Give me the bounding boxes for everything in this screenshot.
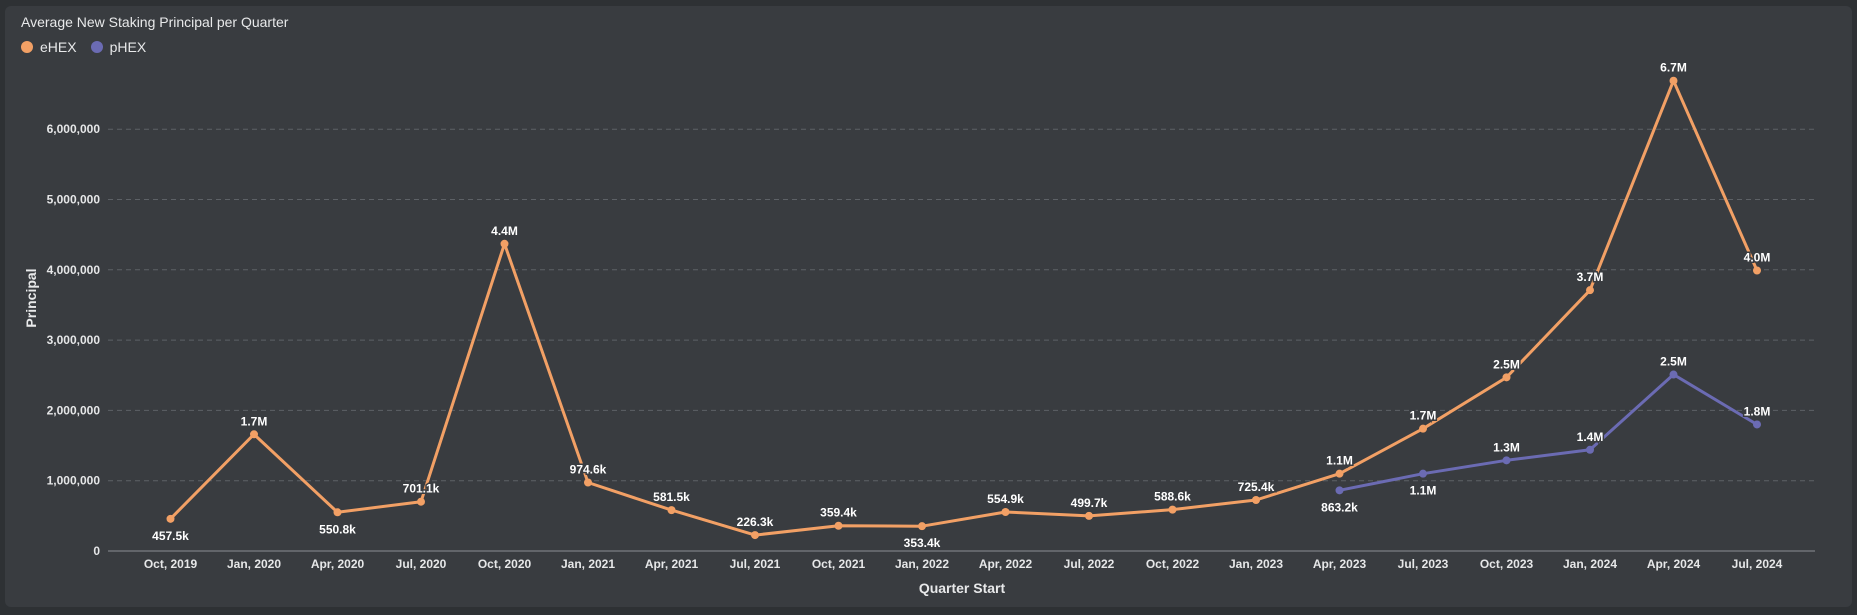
data-point-ehex[interactable] <box>250 430 258 439</box>
data-point-ehex[interactable] <box>333 508 342 517</box>
data-point-ehex[interactable] <box>500 239 509 248</box>
y-tick-label: 2,000,000 <box>47 403 101 417</box>
data-point-phex[interactable] <box>1586 445 1594 454</box>
data-point-ehex[interactable] <box>667 506 676 515</box>
data-point-ehex[interactable] <box>584 478 592 487</box>
data-label-ehex: 4.4M <box>491 224 518 238</box>
legend-swatch-ehex <box>21 41 33 53</box>
series-group <box>166 76 1761 540</box>
data-point-ehex[interactable] <box>918 522 926 531</box>
x-axis-title: Quarter Start <box>919 580 1006 596</box>
x-axis-ticks: Oct, 2019 Jan, 2020 Apr, 2020 Jul, 2020 Oct,… <box>144 557 1783 571</box>
data-point-ehex[interactable] <box>751 531 759 540</box>
data-label-ehex: 499.7k <box>1071 496 1108 510</box>
data-point-phex[interactable] <box>1335 486 1344 495</box>
legend-item-ehex[interactable]: eHEX <box>21 39 77 55</box>
x-tick-label: Jul, 2020 <box>396 557 447 571</box>
x-tick-label: Apr, 2024 <box>1647 557 1701 571</box>
data-label-ehex: 554.9k <box>987 492 1024 506</box>
y-tick-label: 5,000,000 <box>47 193 101 207</box>
y-axis-ticks: 0 1,000,000 2,000,000 3,000,000 4,000,000 5,0… <box>47 122 101 558</box>
data-point-ehex[interactable] <box>1586 286 1594 295</box>
data-point-ehex[interactable] <box>1669 76 1678 85</box>
data-label-ehex: 226.3k <box>737 515 774 529</box>
data-label-phex: 1.1M <box>1410 484 1437 498</box>
x-tick-label: Apr, 2020 <box>311 557 365 571</box>
data-label-ehex: 581.5k <box>653 490 690 504</box>
data-point-phex[interactable] <box>1669 370 1678 379</box>
data-label-ehex: 725.4k <box>1238 480 1275 494</box>
data-point-phex[interactable] <box>1753 420 1761 429</box>
x-tick-label: Jul, 2024 <box>1732 557 1783 571</box>
data-label-ehex: 353.4k <box>904 536 941 550</box>
data-point-ehex[interactable] <box>1335 469 1344 478</box>
data-label-ehex: 550.8k <box>319 522 356 536</box>
data-point-ehex[interactable] <box>1252 496 1260 505</box>
x-tick-label: Oct, 2023 <box>1480 557 1534 571</box>
data-label-ehex: 359.4k <box>820 506 857 520</box>
x-tick-label: Jul, 2023 <box>1398 557 1449 571</box>
legend-label-phex: pHEX <box>109 39 147 55</box>
legend-swatch-phex <box>90 41 103 53</box>
data-point-ehex[interactable] <box>1001 507 1010 516</box>
data-label-ehex: 1.1M <box>1326 454 1353 468</box>
data-point-ehex[interactable] <box>1419 424 1427 433</box>
x-tick-label: Jan, 2023 <box>1229 557 1283 571</box>
series-line-ehex <box>169 79 1759 537</box>
data-label-ehex: 457.5k <box>152 529 189 543</box>
x-tick-label: Jan, 2020 <box>227 557 281 571</box>
series-line-phex <box>1339 373 1758 492</box>
x-tick-label: Jan, 2022 <box>895 557 949 571</box>
x-tick-label: Jan, 2024 <box>1563 557 1617 571</box>
data-label-phex: 2.5M <box>1660 355 1687 369</box>
y-tick-label: 6,000,000 <box>47 122 101 136</box>
data-label-ehex: 3.7M <box>1577 270 1604 284</box>
data-label-ehex: 588.6k <box>1154 490 1191 504</box>
data-label-phex: 863.2k <box>1321 500 1358 514</box>
data-point-ehex[interactable] <box>1085 511 1093 520</box>
x-tick-label: Apr, 2022 <box>979 557 1033 571</box>
data-label-ehex: 2.5M <box>1493 357 1520 371</box>
data-point-ehex[interactable] <box>166 514 175 523</box>
grid-lines <box>108 128 1815 482</box>
chart-title: Average New Staking Principal per Quarte… <box>21 14 289 30</box>
data-point-phex[interactable] <box>1502 456 1511 465</box>
legend-item-phex[interactable]: pHEX <box>90 39 147 55</box>
data-point-ehex[interactable] <box>1502 373 1511 382</box>
x-tick-label: Oct, 2019 <box>144 557 198 571</box>
data-label-ehex: 6.7M <box>1660 61 1687 75</box>
legend-label-ehex: eHEX <box>40 39 77 55</box>
x-tick-label: Jul, 2021 <box>730 557 781 571</box>
x-tick-label: Jan, 2021 <box>561 557 615 571</box>
data-point-ehex[interactable] <box>1168 505 1177 514</box>
chart-card <box>5 6 1852 607</box>
y-tick-label: 1,000,000 <box>47 474 101 488</box>
x-tick-label: Apr, 2021 <box>645 557 699 571</box>
data-label-phex: 1.3M <box>1493 440 1520 454</box>
y-tick-label: 3,000,000 <box>47 333 101 347</box>
data-label-phex: 1.4M <box>1577 430 1604 444</box>
data-label-ehex: 1.7M <box>241 414 268 428</box>
x-tick-label: Oct, 2020 <box>478 557 532 571</box>
y-tick-label: 0 <box>93 544 100 558</box>
data-label-ehex: 701.1k <box>403 482 440 496</box>
data-labels: 457.5k 1.7M 550.8k 701.1k 4.4M 974.6k 581.5k 22… <box>151 59 1772 551</box>
y-axis-title: Principal <box>23 268 39 327</box>
data-point-phex[interactable] <box>1419 469 1427 478</box>
data-point-ehex[interactable] <box>1753 266 1761 275</box>
data-label-ehex: 4.0M <box>1744 251 1771 265</box>
data-label-phex: 1.8M <box>1744 404 1771 418</box>
x-tick-label: Apr, 2023 <box>1313 557 1367 571</box>
data-point-ehex[interactable] <box>417 497 425 506</box>
x-tick-label: Jul, 2022 <box>1064 557 1115 571</box>
data-label-ehex: 1.7M <box>1410 409 1437 423</box>
x-tick-label: Oct, 2022 <box>1146 557 1200 571</box>
data-point-ehex[interactable] <box>834 521 843 530</box>
y-tick-label: 4,000,000 <box>47 263 101 277</box>
data-label-ehex: 974.6k <box>570 462 607 476</box>
chart-legend: eHEX pHEX <box>21 39 146 55</box>
x-tick-label: Oct, 2021 <box>812 557 866 571</box>
